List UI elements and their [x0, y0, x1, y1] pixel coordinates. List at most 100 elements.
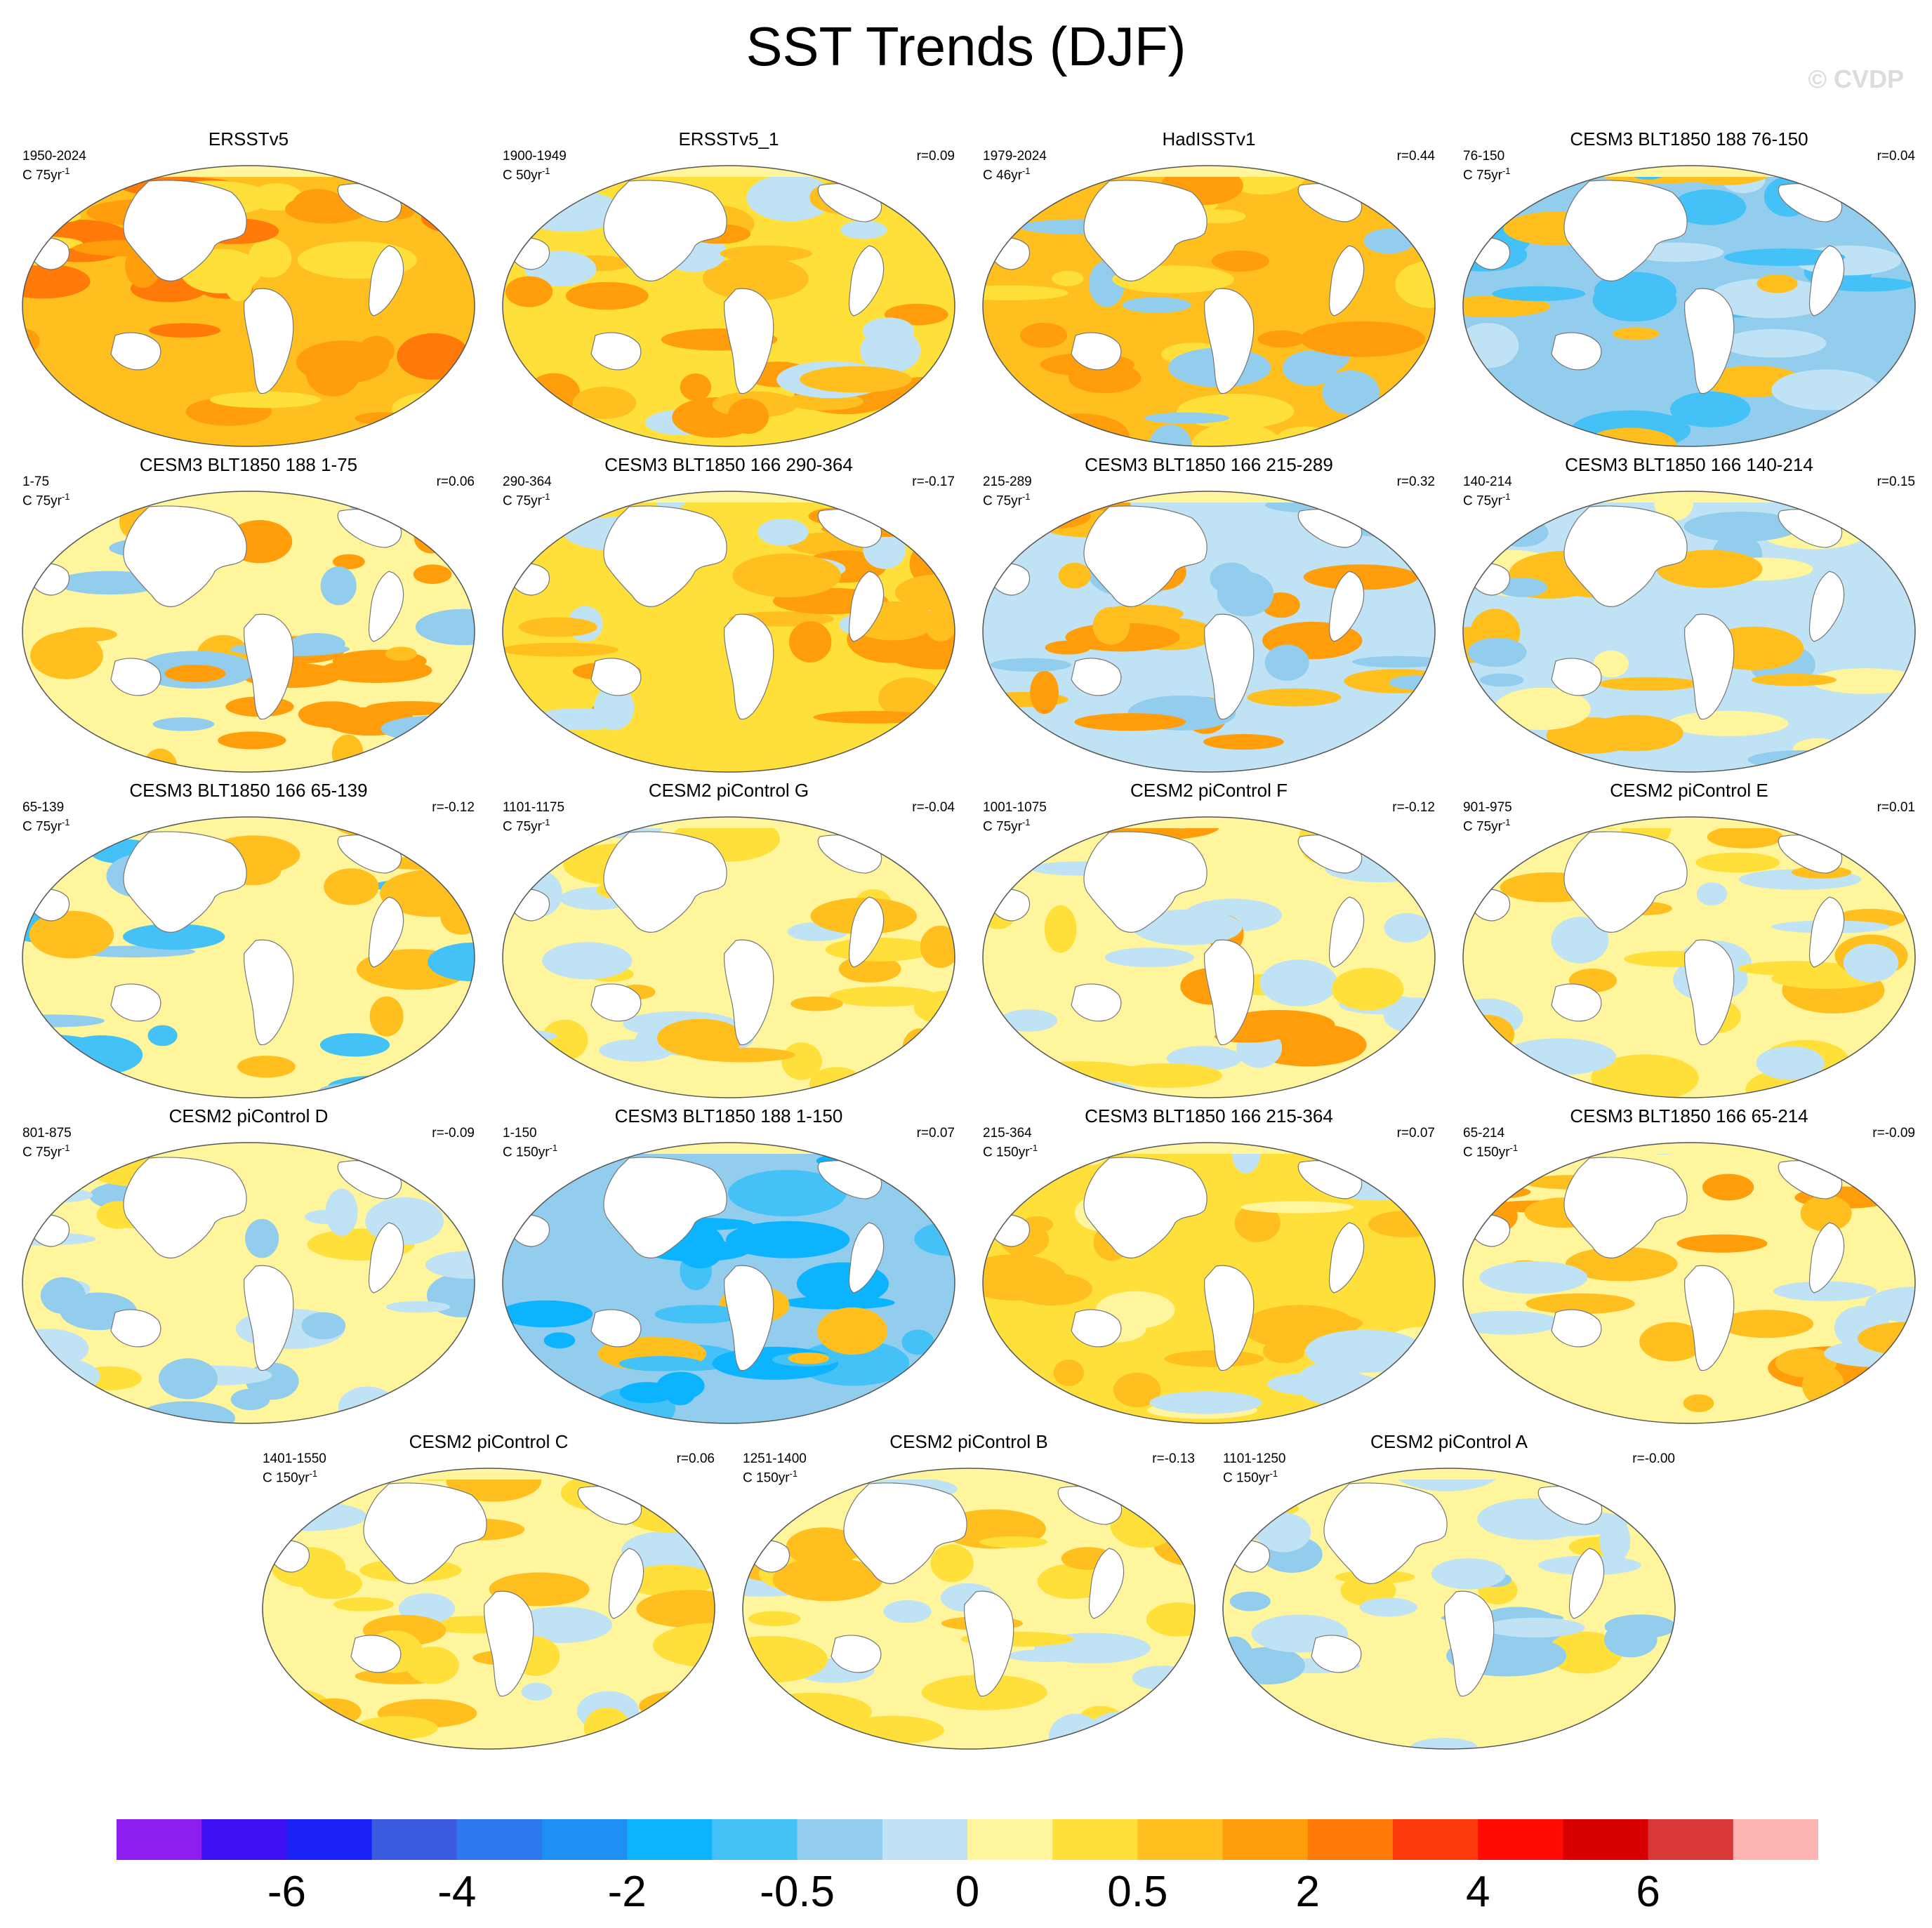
continent-outline [1563, 180, 1688, 281]
map-panel: CESM2 piControl E 901-975 C 75yr-1 r=0.01 [1452, 778, 1926, 1103]
map-panel: CESM3 BLT1850 188 1-150 1-150 C 150yr-1 r=0… [491, 1103, 966, 1429]
panel-title: CESM3 BLT1850 188 1-150 [614, 1105, 843, 1126]
map-border [742, 1468, 1196, 1750]
panel-period: 1251-1400 [743, 1451, 807, 1466]
sst-anomaly-region [1132, 909, 1243, 945]
panel-units: C 150yr-1 [743, 1468, 798, 1486]
continent-outline [964, 1590, 1014, 1697]
map-panel: CESM2 piControl A 1101-1250 C 150yr-1 r=-0.… [1212, 1429, 1686, 1755]
continent-outline [1684, 613, 1735, 720]
colorbar-tick-label: -4 [437, 1868, 477, 1916]
sst-anomaly-region [1612, 327, 1660, 340]
sst-anomaly-region [60, 627, 117, 642]
sst-anomaly-region [800, 366, 912, 393]
sst-anomaly-region [26, 840, 84, 865]
sst-anomaly-region [1057, 1734, 1142, 1746]
sst-anomaly-region [1469, 1143, 1544, 1173]
sst-trend-map [982, 816, 1436, 1098]
continent-outline [110, 983, 161, 1022]
sst-anomaly-region [23, 211, 81, 224]
sst-anomaly-region [40, 1277, 86, 1314]
pattern-correlation: r=0.15 [1877, 474, 1915, 489]
continent-outline [1083, 831, 1208, 933]
continent-outline [1808, 896, 1845, 968]
sst-trend-map [502, 1142, 955, 1424]
sst-anomaly-region [1352, 656, 1435, 668]
map-panel: CESM3 BLT1850 166 215-289 215-289 C 75yr-1… [972, 452, 1446, 778]
sst-anomaly-region [1747, 750, 1862, 769]
sst-anomaly-region [301, 1312, 346, 1340]
continent-outline [110, 332, 161, 371]
sst-anomaly-region [1044, 905, 1077, 953]
sst-anomaly-region [289, 633, 345, 655]
continent-outline [1071, 332, 1122, 371]
sst-anomaly-region [1793, 738, 1842, 760]
continent-outline [724, 613, 774, 720]
panel-title: CESM3 BLT1850 166 65-139 [129, 780, 368, 801]
sst-anomaly-region [542, 942, 633, 980]
continent-outline [1204, 1265, 1255, 1371]
map-border [982, 1142, 1436, 1424]
sst-anomaly-region [1122, 297, 1191, 313]
sst-anomaly-region [1865, 1081, 1915, 1098]
continent-outline [590, 1309, 642, 1348]
sst-anomaly-region [901, 1329, 934, 1355]
pattern-correlation: r=-0.00 [1632, 1451, 1675, 1466]
colorbar-swatch [1478, 1819, 1563, 1860]
sst-anomaly-region [1305, 1329, 1425, 1373]
sst-anomaly-region [524, 1158, 553, 1178]
sst-anomaly-region [1594, 272, 1676, 310]
continent-outline [1328, 1222, 1365, 1294]
sst-anomaly-region [164, 665, 226, 683]
sst-anomaly-region [1865, 390, 1915, 404]
sst-anomaly-region [817, 1307, 887, 1355]
sst-anomaly-region [1683, 1394, 1714, 1412]
sst-trend-map [22, 165, 475, 447]
sst-anomaly-region [1240, 1201, 1354, 1214]
sst-anomaly-region [385, 646, 417, 661]
panel-title: CESM2 piControl A [1370, 1431, 1528, 1452]
panel-title: CESM3 BLT1850 166 215-289 [1085, 454, 1333, 475]
sst-anomaly-region [1210, 562, 1253, 594]
sst-anomaly-region [1282, 350, 1338, 386]
map-border [502, 165, 955, 447]
sst-anomaly-region [1058, 562, 1091, 589]
sst-anomaly-region [920, 1157, 952, 1175]
sst-anomaly-region [1104, 948, 1194, 968]
colorbar-swatch [1648, 1819, 1734, 1860]
sst-anomaly-region [1030, 670, 1059, 714]
sst-anomaly-region [237, 1056, 296, 1078]
sst-anomaly-region [1511, 166, 1573, 185]
colorbar-swatch [1137, 1819, 1224, 1860]
panel-units: C 75yr-1 [22, 817, 70, 835]
sst-anomaly-region [680, 373, 712, 401]
continent-outline [848, 896, 885, 968]
sst-anomaly-region [1467, 637, 1527, 667]
sst-anomaly-region [1843, 943, 1899, 983]
sst-anomaly-region [1861, 1145, 1905, 1192]
sst-anomaly-region [503, 1188, 540, 1208]
continent-outline [368, 571, 404, 642]
continent-outline [1808, 1222, 1845, 1294]
sst-anomaly-region [1247, 688, 1342, 707]
sst-anomaly-region [263, 1731, 338, 1749]
sst-anomaly-region [1594, 1711, 1675, 1724]
sst-trend-map [1462, 1142, 1916, 1424]
continent-outline [244, 939, 294, 1046]
sst-anomaly-region [1359, 1597, 1417, 1617]
continent-outline [1684, 1265, 1735, 1371]
sst-anomaly-region [22, 1188, 93, 1203]
sst-anomaly-region [1485, 1617, 1585, 1638]
sst-anomaly-region [1756, 1046, 1825, 1080]
sst-anomaly-region [428, 942, 475, 982]
panel-title: CESM3 BLT1850 166 140-214 [1565, 454, 1813, 475]
sst-trend-map [1462, 816, 1916, 1098]
sst-anomaly-region [123, 924, 225, 950]
sst-anomaly-region [618, 1356, 703, 1371]
sst-anomaly-region [1363, 228, 1415, 254]
sst-anomaly-region [929, 372, 955, 407]
sst-anomaly-region [990, 658, 1071, 672]
colorbar-tick-label: -2 [607, 1868, 647, 1916]
panel-period: 215-364 [983, 1126, 1032, 1141]
sst-anomaly-region [1771, 369, 1880, 411]
